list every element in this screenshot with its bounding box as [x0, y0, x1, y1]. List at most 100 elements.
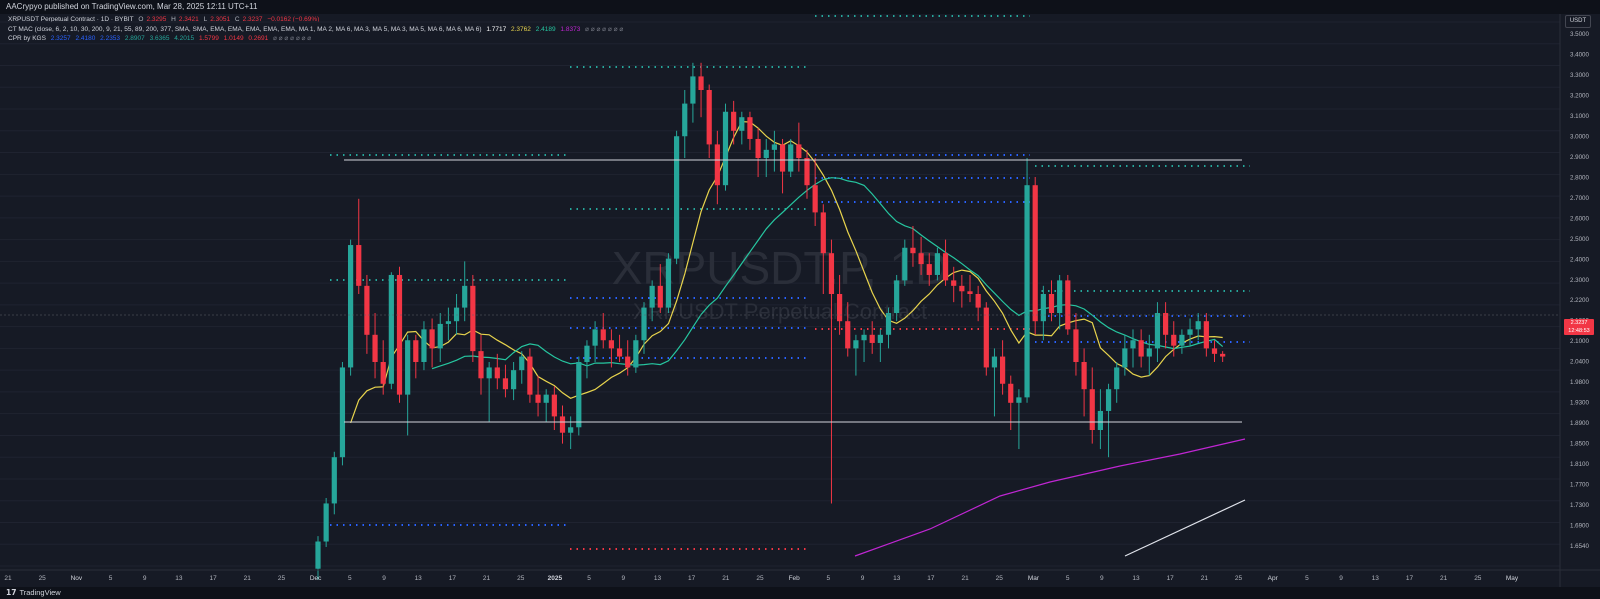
cpr-value-8: 1.0149 — [223, 35, 244, 42]
time-axis-label: 21 — [4, 575, 12, 582]
candle-body — [1048, 294, 1055, 314]
time-axis-label: 17 — [209, 575, 217, 582]
candle-body — [1146, 348, 1152, 357]
ma-purple-line — [854, 438, 1246, 557]
candle-body — [494, 367, 500, 379]
price-axis-label: 2.5000 — [1570, 236, 1589, 243]
candle-body — [902, 247, 908, 281]
price-axis-label: 3.3000 — [1570, 72, 1589, 79]
candle-body — [1073, 329, 1079, 362]
time-axis-label: 13 — [415, 575, 423, 582]
time-axis-label: Nov — [71, 575, 83, 582]
candle-body — [1163, 313, 1169, 335]
candle-body — [1040, 294, 1046, 322]
currency-unit-label[interactable]: USDT — [1565, 15, 1591, 28]
candle-body — [1203, 321, 1209, 349]
candle-body — [665, 258, 672, 308]
mac-indicator-name: CT MAC (close, 6, 2, 10, 30, 200, 9, 21,… — [8, 26, 482, 33]
price-axis-label: 2.6000 — [1570, 215, 1589, 222]
candle-body — [1089, 389, 1095, 430]
watermark-subtitle: XRPUSDT Perpetual Contract — [633, 299, 927, 324]
candle-body — [698, 76, 704, 90]
candle-body — [502, 378, 509, 390]
candle-body — [837, 294, 843, 322]
price-axis-label: 2.3000 — [1570, 277, 1589, 284]
time-axis-label: 21 — [244, 575, 252, 582]
candle-body — [771, 144, 777, 150]
candle-body — [421, 329, 427, 362]
candle-body — [649, 285, 655, 308]
candle-body — [853, 340, 859, 349]
time-axis-label: Feb — [789, 575, 801, 582]
cpr-indicator-legend[interactable]: CPR by KGS 2.3257 2.4180 2.2353 2.8907 3… — [8, 34, 314, 42]
price-axis-label: 2.2200 — [1570, 297, 1589, 304]
cpr-value-4: 2.8907 — [124, 35, 145, 42]
candle-body — [788, 144, 794, 172]
time-axis-label: 21 — [483, 575, 491, 582]
candle-body — [674, 136, 680, 259]
candle-body — [396, 274, 403, 395]
candle-body — [731, 111, 737, 131]
candle-body — [1220, 353, 1226, 357]
mac-indicator-legend[interactable]: CT MAC (close, 6, 2, 10, 30, 200, 9, 21,… — [8, 25, 626, 33]
candle-body — [625, 356, 631, 368]
time-axis-label: 5 — [1305, 575, 1309, 582]
candle-body — [942, 253, 949, 281]
candle-body — [690, 76, 696, 104]
price-axis-label: 1.6540 — [1570, 543, 1589, 550]
candle-body — [959, 285, 965, 292]
cpr-value-6: 4.2015 — [174, 35, 195, 42]
price-axis-label: 1.9800 — [1570, 379, 1589, 386]
mac-value-1: 1.7717 — [486, 26, 507, 33]
cpr-value-5: 3.6365 — [149, 35, 170, 42]
close-label: C — [234, 16, 240, 23]
time-axis-label: 21 — [1440, 575, 1448, 582]
time-axis-label: 9 — [621, 575, 625, 582]
candle-body — [804, 158, 810, 186]
candle-body — [633, 340, 639, 368]
price-chart[interactable]: XRPUSDT.P, 1D XRPUSDT Perpetual Contract… — [0, 14, 1600, 587]
candle-body — [682, 103, 688, 137]
time-axis-label: 13 — [1132, 575, 1140, 582]
candle-body — [755, 138, 761, 158]
candle-body — [1171, 334, 1177, 346]
candle-body — [1130, 340, 1136, 349]
time-axis-label: 9 — [143, 575, 147, 582]
mac-value-3: 2.4189 — [535, 26, 556, 33]
price-axis-label: 3.1000 — [1570, 113, 1589, 120]
time-axis-label: Apr — [1268, 575, 1279, 582]
close-value: 2.3237 — [242, 16, 263, 23]
candle-body — [641, 307, 647, 341]
candle-body — [706, 90, 712, 145]
tradingview-brand: TradingView — [19, 588, 61, 597]
candle-body — [1122, 348, 1128, 368]
candle-body — [926, 264, 932, 275]
time-axis-label: May — [1506, 575, 1519, 582]
price-axis-label: 1.7300 — [1570, 502, 1589, 509]
time-axis-label: Dec — [310, 575, 322, 582]
moving-averages — [350, 121, 1246, 557]
time-axis-label: 25 — [39, 575, 47, 582]
price-axis-label: 2.4000 — [1570, 256, 1589, 263]
candle-body — [779, 144, 786, 172]
price-axis-label: 1.7700 — [1570, 482, 1589, 489]
time-axis-label: 9 — [861, 575, 865, 582]
time-axis-label: 25 — [996, 575, 1004, 582]
price-axis-label: 1.8900 — [1570, 420, 1589, 427]
candle-body — [1057, 280, 1063, 314]
time-axis[interactable]: 21 25 Nov 5 9 13 17 21 25 Dec 5 9 13 17 21 25 2025 5 9 13 17… — [0, 569, 1600, 582]
price-axis-label: 1.8100 — [1570, 461, 1589, 468]
time-axis-label: 13 — [1372, 575, 1380, 582]
cpr-value-2: 2.4180 — [75, 35, 96, 42]
candle-body — [616, 348, 623, 357]
symbol-legend[interactable]: XRPUSDT Perpetual Contract · 1D · BYBIT … — [8, 16, 322, 23]
time-axis-label: 21 — [722, 575, 730, 582]
publish-banner: AACrypyo published on TradingView.com, M… — [0, 0, 1600, 14]
candle-body — [894, 280, 900, 314]
candle-body — [910, 247, 916, 254]
candle-body — [877, 334, 883, 343]
price-axis[interactable]: 3.5000 3.4000 3.3000 3.2000 3.1000 3.0000 2.90… — [1559, 14, 1589, 587]
price-axis-label: 3.4000 — [1570, 51, 1589, 58]
chart-grid — [0, 21, 1560, 567]
candle-body — [1016, 397, 1022, 403]
